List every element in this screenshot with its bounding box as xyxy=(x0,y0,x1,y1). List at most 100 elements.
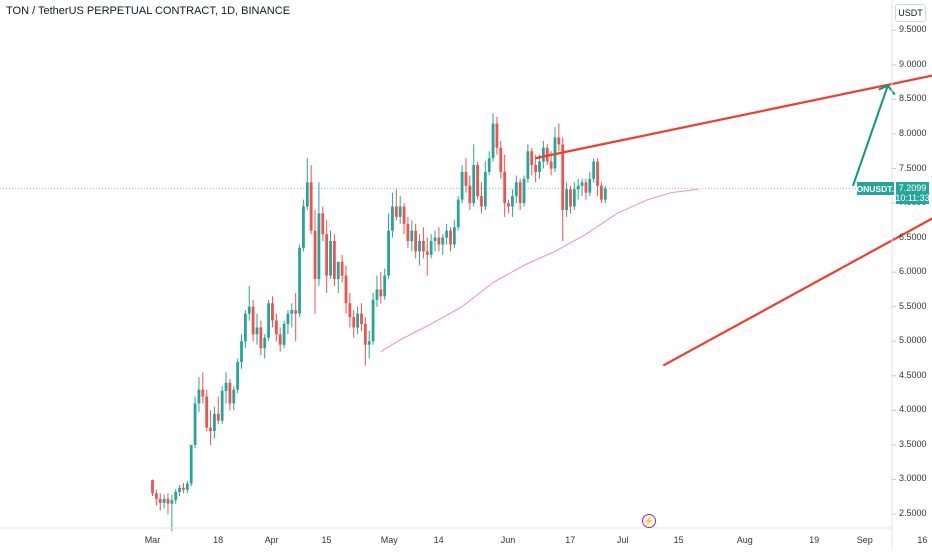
time-tick-label: 18 xyxy=(213,535,224,545)
candle-body xyxy=(437,237,441,245)
time-tick-label: Jul xyxy=(616,535,629,545)
candle-body xyxy=(569,189,572,207)
candle-body xyxy=(491,123,495,159)
candle-body xyxy=(282,323,286,345)
candle-body xyxy=(422,241,425,252)
candle-body xyxy=(151,480,154,494)
candle-body xyxy=(274,320,278,335)
candle-body xyxy=(375,289,379,300)
candle-body xyxy=(352,317,356,328)
candle-body xyxy=(507,203,510,207)
time-tick-label: Aug xyxy=(736,535,753,545)
candle-body xyxy=(228,382,232,404)
candle-body xyxy=(371,299,375,342)
candle-body xyxy=(449,230,452,245)
candle-body xyxy=(302,206,305,248)
candle-body xyxy=(487,158,491,172)
candle-body xyxy=(584,182,588,193)
price-tick-label: 5.5000 xyxy=(899,300,927,311)
candle-body xyxy=(402,206,406,224)
candle-body xyxy=(406,223,410,242)
projection-arrow xyxy=(852,85,889,187)
candle-body xyxy=(162,498,166,503)
candle-body xyxy=(290,310,294,314)
candle-body xyxy=(476,165,479,197)
time-tick-label: Apr xyxy=(264,535,279,545)
candle-body xyxy=(185,483,189,490)
candle-body xyxy=(317,213,321,280)
candle-body xyxy=(464,171,468,186)
time-tick-label: 19 xyxy=(809,535,820,545)
trendline xyxy=(662,217,932,367)
lightning-icon[interactable]: ⚡ xyxy=(642,514,656,528)
price-tick-label: 5.0000 xyxy=(899,335,927,346)
candle-body xyxy=(313,230,317,280)
candle-body xyxy=(468,185,472,204)
candle-body xyxy=(398,206,402,217)
candle-body xyxy=(414,230,418,252)
candle-body xyxy=(472,165,476,204)
chart-title: TON / TetherUS PERPETUAL CONTRACT, 1D, B… xyxy=(6,5,291,17)
price-tick-label: 6.5000 xyxy=(899,231,927,242)
candle-body xyxy=(189,444,193,484)
candle-body xyxy=(580,182,584,186)
candle-body xyxy=(499,147,503,172)
price-tick-label: 8.0000 xyxy=(899,127,927,138)
candle-body xyxy=(572,189,576,207)
candle-body xyxy=(243,313,247,342)
candle-body xyxy=(240,341,243,362)
time-tick-label: 15 xyxy=(673,535,684,545)
candle-body xyxy=(538,161,541,172)
candle-body xyxy=(309,182,313,231)
candle-body xyxy=(391,206,394,231)
candle-body xyxy=(197,389,201,404)
candle-body xyxy=(530,151,534,166)
time-tick-label: Mar xyxy=(144,535,161,545)
candle-body xyxy=(565,189,568,210)
drawings xyxy=(535,74,932,367)
candle-body xyxy=(213,413,216,432)
time-tick-label: 14 xyxy=(433,535,444,545)
candle-body xyxy=(600,185,603,200)
price-tick-label: 9.5000 xyxy=(899,24,927,35)
candle-body xyxy=(158,498,162,503)
candle-body xyxy=(259,327,263,349)
candle-body xyxy=(201,389,205,397)
candle-body xyxy=(588,178,592,193)
candle-body xyxy=(553,137,557,169)
candle-body xyxy=(332,241,336,280)
candle-body xyxy=(174,491,178,501)
candle-body xyxy=(495,123,499,148)
candle-body xyxy=(236,361,240,390)
time-tick-label: Sep xyxy=(856,535,873,545)
candle-body xyxy=(336,261,340,280)
candle-body xyxy=(379,289,383,297)
price-tick-label: 6.0000 xyxy=(899,266,927,277)
candle-body xyxy=(518,182,522,204)
candle-body xyxy=(383,275,387,297)
candle-body xyxy=(596,161,599,186)
candle-body xyxy=(278,334,282,345)
candle-body xyxy=(445,230,449,238)
bar-countdown: 10:11:33 xyxy=(895,193,930,203)
candle-body xyxy=(182,487,185,490)
price-tick-label: 3.5000 xyxy=(899,438,927,449)
candle-body xyxy=(603,188,607,200)
axes xyxy=(0,0,896,550)
trendline xyxy=(535,74,932,160)
currency-selector[interactable]: USDT xyxy=(895,4,926,22)
candle-body xyxy=(576,185,580,190)
candle-body xyxy=(410,230,414,242)
candle-body xyxy=(483,171,487,207)
price-tick-label: 4.0000 xyxy=(899,404,927,415)
price-tick-label: 9.0000 xyxy=(899,58,927,69)
candle-body xyxy=(534,165,538,172)
candle-body xyxy=(267,303,270,338)
candle-body xyxy=(321,213,325,235)
candle-body xyxy=(356,313,360,328)
candle-body xyxy=(216,413,220,421)
time-tick-label: Jun xyxy=(500,535,516,545)
time-tick-label: 16 xyxy=(917,535,928,545)
